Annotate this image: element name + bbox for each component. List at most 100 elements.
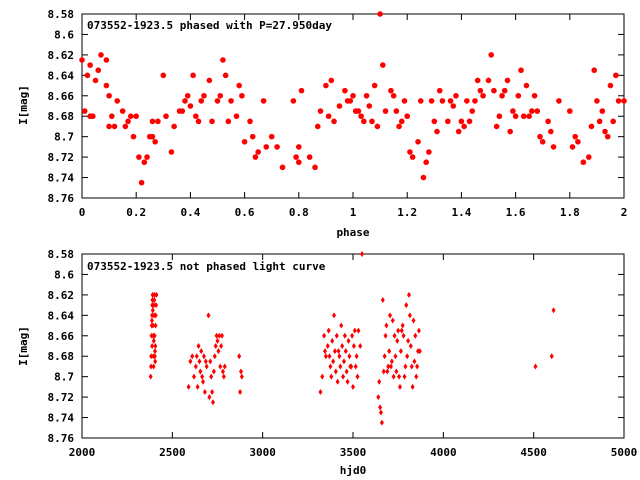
data-point [338,363,343,370]
data-point [152,297,157,303]
data-point [376,394,381,401]
data-point [401,98,408,104]
data-point [499,92,505,99]
unphased-light-curve-chart: 2000 2500 3000 3500 4000 4500 5000 8.58 8.6 8.62… [17,248,637,477]
data-point [331,358,336,365]
data-point [496,113,503,120]
y-tick-label: 8.68 [48,350,75,363]
data-point [455,128,462,135]
data-point [380,62,386,68]
y-tick-label: 8.7 [54,131,74,144]
data-point [332,348,337,355]
data-point [188,358,193,365]
y-tick-label: 8.76 [48,192,75,205]
y-tick-label: 8.6 [54,268,74,281]
data-point [332,312,337,319]
data-point [358,343,363,349]
data-point [125,118,131,125]
data-point [398,118,405,125]
data-point [621,98,627,104]
data-point [206,312,211,319]
data-point [249,133,256,140]
y-tick-label: 8.68 [48,110,75,123]
data-point [298,87,305,94]
data-point [187,103,194,109]
data-point [384,322,389,329]
data-point [501,87,508,94]
data-point [296,144,302,150]
data-point [407,149,413,155]
data-point [342,332,347,339]
y-tick-label: 8.64 [48,309,75,322]
data-point [602,128,608,135]
data-point [377,378,382,385]
data-point [549,353,554,360]
data-point [228,98,234,104]
data-point [351,383,355,390]
data-point [154,291,159,298]
data-points [79,11,627,186]
data-point [510,108,516,114]
data-point [222,72,229,79]
data-point [588,123,595,130]
plot-title: 073552-1923.5 not phased light curve [87,260,326,273]
data-point [274,144,280,150]
data-point [336,348,341,355]
data-point [408,343,413,349]
data-point [387,348,392,355]
data-point [407,312,412,319]
data-point [153,343,158,349]
data-point [151,363,156,370]
data-point [98,52,104,58]
data-point [485,77,492,84]
data-point [523,82,530,89]
data-point [413,332,418,339]
y-tick-label: 8.6 [54,28,74,41]
x-tick-label: 1 [350,206,357,219]
data-point [328,77,335,84]
data-point [515,92,522,99]
data-point [613,72,619,79]
data-point [340,343,345,349]
data-point [195,118,202,125]
data-point [379,419,384,426]
data-point [466,118,473,125]
data-point [255,149,261,155]
x-axis-ticks: 2000 2500 3000 3500 4000 4500 5000 [69,254,637,459]
data-point [361,118,367,125]
data-point [423,159,429,166]
x-tick-label: 1.8 [560,206,580,219]
data-point [591,67,597,74]
data-point [213,343,218,349]
data-point [409,154,416,160]
data-point [480,92,486,99]
x-tick-label: 3500 [340,446,367,459]
data-point [382,108,389,114]
data-point [596,118,603,125]
data-point [389,358,394,365]
data-point [355,108,362,114]
data-point [290,98,297,104]
data-point [152,353,157,360]
data-point [417,348,422,355]
data-point [233,113,240,120]
data-point [386,363,391,370]
data-point [420,174,427,181]
data-point [414,373,419,380]
data-point [379,409,384,416]
data-point [402,373,407,380]
data-point [572,133,579,140]
data-point [241,138,248,145]
data-point [331,118,337,125]
data-point [279,164,286,171]
data-point [507,128,513,135]
y-tick-label: 8.74 [48,412,75,425]
data-point [151,337,156,344]
data-point [390,92,397,99]
data-point [349,363,354,370]
data-point [263,144,270,150]
data-point [493,123,500,130]
x-axis-ticks: 0 0.2 0.4 0.6 0.8 1 1.2 1.4 1.6 1.8 2 [79,14,627,219]
x-tick-label: 0 [79,206,86,219]
